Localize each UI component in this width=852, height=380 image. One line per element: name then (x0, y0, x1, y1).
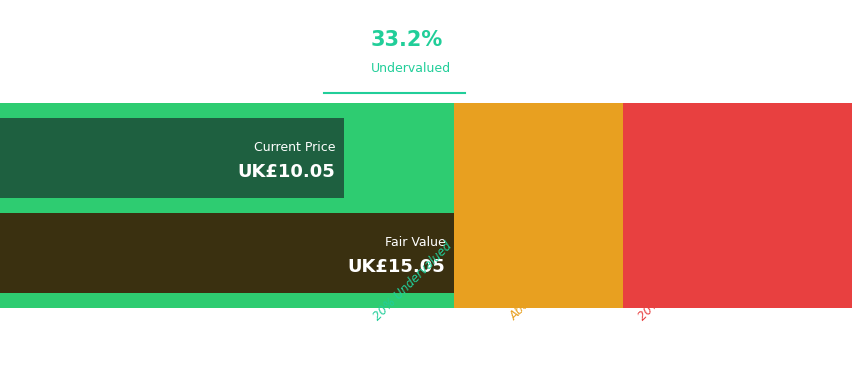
Text: UK£15.05: UK£15.05 (347, 258, 445, 276)
Text: Fair Value: Fair Value (384, 236, 445, 249)
Text: About Right: About Right (507, 264, 565, 323)
Bar (0, 118, 343, 198)
Text: 20% Overvalued: 20% Overvalued (635, 244, 713, 323)
Text: 20% Undervalued: 20% Undervalued (371, 239, 454, 323)
Bar (0, 213, 453, 293)
Bar (622, 103, 852, 308)
Bar (0, 103, 453, 308)
Text: UK£10.05: UK£10.05 (237, 163, 335, 181)
Text: 33.2%: 33.2% (371, 30, 443, 50)
Text: Current Price: Current Price (253, 141, 335, 154)
Bar (453, 103, 622, 308)
Text: Undervalued: Undervalued (371, 62, 451, 75)
